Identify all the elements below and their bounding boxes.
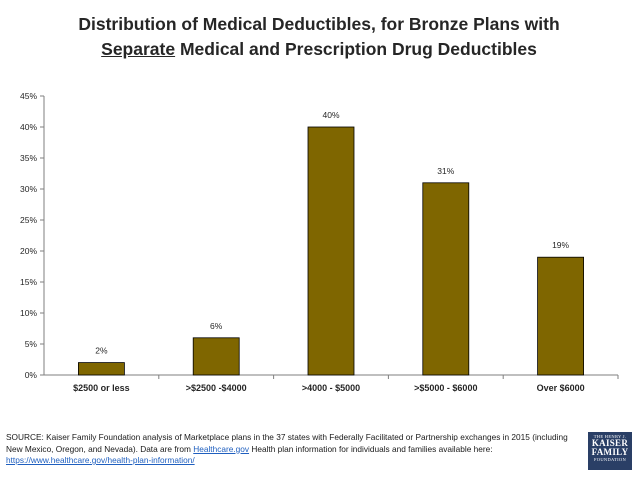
y-tick-label: 40% (20, 122, 37, 132)
y-tick-label: 35% (20, 153, 37, 163)
bar (307, 126, 355, 376)
logo-line3: FAMILY (591, 447, 629, 457)
source-text: SOURCE: Kaiser Family Foundation analysi… (6, 432, 568, 454)
y-tick-label: 10% (20, 308, 37, 318)
logo-line4: FOUNDATION (594, 457, 626, 462)
x-tick-label: >$5000 - $6000 (414, 383, 477, 393)
chart-title-line2: Separate Medical and Prescription Drug D… (0, 37, 638, 62)
y-tick-label: 15% (20, 277, 37, 287)
chart-title-line1: Distribution of Medical Deductibles, for… (78, 14, 560, 34)
bar (537, 256, 584, 376)
bar (78, 362, 125, 376)
source-note: SOURCE: Kaiser Family Foundation analysi… (6, 432, 578, 467)
bar (192, 337, 240, 376)
bar-chart: 0% 5% 10% 15% 20% 25% 30% 35% 40% 45% 2% $2500 or l… (20, 91, 619, 393)
health-plan-info-link[interactable]: https://www.healthcare.gov/health-plan-i… (6, 455, 195, 465)
healthcare-gov-link[interactable]: Healthcare.gov (193, 443, 250, 454)
kff-logo: THE HENRY J. KAISER FAMILY FOUNDATION (588, 432, 632, 470)
chart-title-line2-rest: Medical and Prescription Drug Deductible… (175, 39, 537, 59)
x-tick-label: Over $6000 (537, 383, 585, 393)
source-text-continued: Health plan information for individuals … (249, 443, 493, 454)
bar-value-label: 2% (95, 346, 108, 356)
bar (422, 182, 470, 376)
chart-title-underlined-word: Separate (101, 39, 176, 59)
y-tick-label: 0% (25, 370, 38, 380)
logo-line2: KAISER (591, 438, 629, 448)
x-tick-label: $2500 or less (73, 383, 130, 393)
bar-value-label: 31% (437, 166, 454, 176)
bar-value-label: 40% (322, 110, 339, 120)
bar-value-label: 6% (210, 321, 223, 331)
y-tick-label: 30% (20, 184, 37, 194)
logo-line1: THE HENRY J. (593, 434, 627, 439)
x-tick-label: >4000 - $5000 (302, 383, 360, 393)
y-tick-label: 25% (20, 215, 37, 225)
bar-value-label: 19% (552, 240, 569, 250)
y-tick-label: 5% (25, 339, 38, 349)
x-tick-label: >$2500 -$4000 (186, 383, 247, 393)
y-tick-label: 45% (20, 91, 37, 101)
chart-title: Distribution of Medical Deductibles, for… (0, 12, 638, 62)
y-tick-label: 20% (20, 246, 37, 256)
